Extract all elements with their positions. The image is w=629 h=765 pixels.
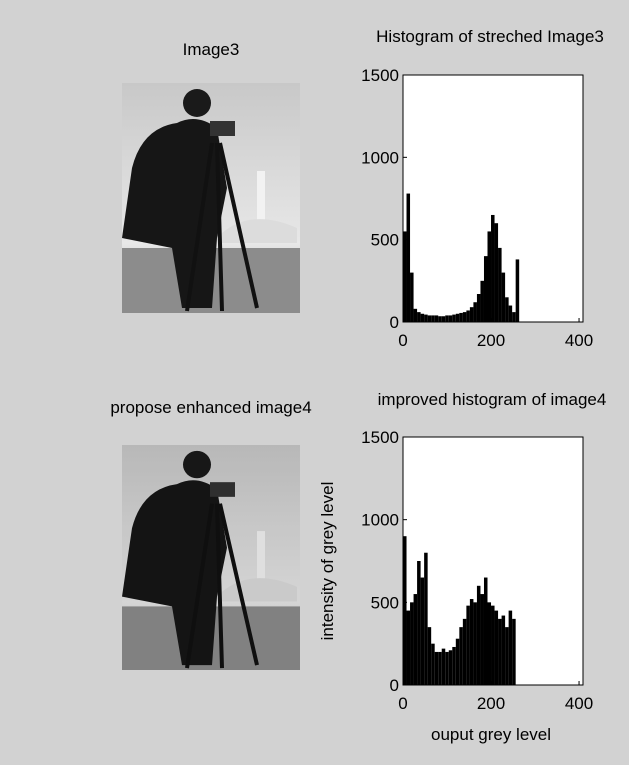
- bar: [424, 553, 428, 685]
- bar: [491, 606, 495, 685]
- bar: [449, 650, 453, 685]
- contrast-overlay: [122, 445, 300, 670]
- bar: [466, 606, 470, 685]
- bar: [435, 652, 439, 685]
- bar: [410, 273, 414, 322]
- bar: [428, 627, 432, 685]
- bar: [410, 602, 414, 685]
- bar: [509, 306, 513, 322]
- bar: [502, 616, 506, 685]
- y-tick-label: 0: [390, 676, 399, 695]
- bar: [505, 297, 509, 322]
- bar: [417, 312, 421, 322]
- bar: [495, 223, 499, 322]
- x-tick-label: 200: [477, 694, 505, 713]
- bar: [414, 309, 418, 322]
- y-tick-label: 0: [390, 313, 399, 332]
- image: [122, 445, 300, 670]
- x-tick-label: 400: [565, 694, 593, 713]
- bar: [438, 652, 442, 685]
- x-axis-label: ouput grey level: [431, 725, 551, 744]
- bar: [495, 611, 499, 685]
- bar: [480, 281, 484, 322]
- bar: [498, 619, 502, 685]
- y-tick-label: 500: [371, 231, 399, 250]
- y-tick-label: 1500: [361, 66, 399, 85]
- x-tick-label: 0: [398, 694, 407, 713]
- panel-title: Image3: [183, 40, 240, 59]
- bar: [470, 307, 474, 322]
- bar: [466, 310, 470, 322]
- bar: [407, 194, 411, 322]
- bar: [505, 627, 509, 685]
- panel-title: improved histogram of image4: [378, 390, 607, 409]
- bar: [487, 231, 491, 322]
- x-tick-label: 400: [565, 331, 593, 350]
- bar: [403, 536, 407, 685]
- bar: [435, 315, 439, 322]
- bar: [516, 259, 520, 322]
- bar: [512, 312, 516, 322]
- bar: [445, 315, 449, 322]
- bar: [487, 602, 491, 685]
- bar: [463, 312, 467, 322]
- bar: [452, 647, 456, 685]
- bar: [442, 649, 446, 685]
- x-tick-label: 0: [398, 331, 407, 350]
- bar: [424, 315, 428, 322]
- bar: [484, 578, 488, 685]
- bar: [403, 231, 407, 322]
- bar: [456, 314, 460, 322]
- photo: [122, 83, 300, 313]
- bar: [449, 315, 453, 322]
- bar: [428, 315, 432, 322]
- bar: [442, 316, 446, 322]
- bar: [438, 316, 442, 322]
- y-tick-label: 1000: [361, 511, 399, 530]
- bar: [431, 644, 435, 685]
- panel-title: Histogram of streched Image3: [376, 27, 604, 46]
- bar: [456, 639, 460, 685]
- bar: [463, 619, 467, 685]
- bar: [459, 627, 463, 685]
- page: Image3 Histogram of streched Image3 0 200 40…: [0, 0, 629, 765]
- bar: [477, 294, 481, 322]
- bar: [421, 314, 425, 322]
- bar: [512, 619, 516, 685]
- y-tick-label: 500: [371, 593, 399, 612]
- y-tick-label: 1000: [361, 148, 399, 167]
- bar: [445, 652, 449, 685]
- bar: [491, 215, 495, 322]
- bar: [484, 256, 488, 322]
- bar: [459, 313, 463, 322]
- figure: Image3 Histogram of streched Image3 0 200 40…: [0, 0, 629, 760]
- bar: [473, 302, 477, 322]
- bar: [421, 578, 425, 685]
- bar: [431, 315, 435, 322]
- panel-title: propose enhanced image4: [110, 398, 311, 417]
- bar: [477, 586, 481, 685]
- y-tick-label: 1500: [361, 428, 399, 447]
- x-tick-label: 200: [477, 331, 505, 350]
- bar: [417, 561, 421, 685]
- bar: [470, 599, 474, 685]
- bar: [509, 611, 513, 685]
- image: [122, 83, 300, 313]
- bar: [452, 315, 456, 322]
- bar: [414, 594, 418, 685]
- bar: [498, 248, 502, 322]
- bar: [502, 273, 506, 322]
- y-axis-label: intensity of grey level: [318, 482, 337, 641]
- bar: [473, 602, 477, 685]
- bar: [407, 611, 411, 685]
- bar: [480, 594, 484, 685]
